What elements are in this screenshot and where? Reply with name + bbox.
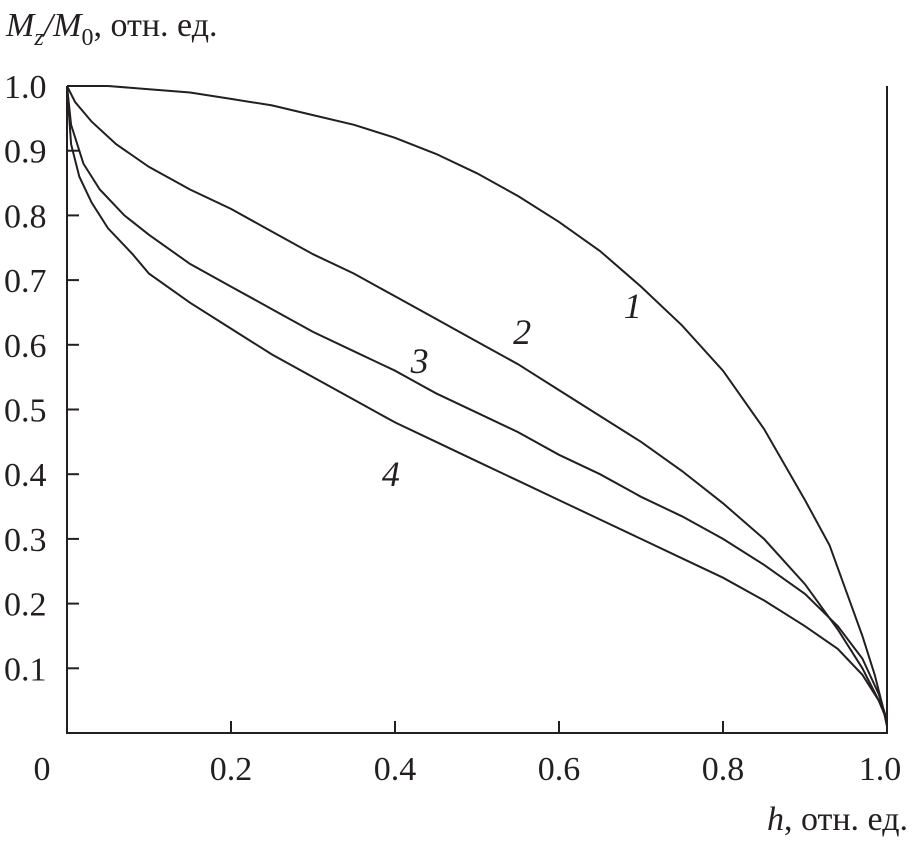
axes-frame (66, 86, 888, 734)
y-tick-label: 0.6 (4, 328, 47, 365)
y-tick-label: 0.2 (4, 587, 47, 624)
x-tick-label: 0.8 (702, 751, 745, 788)
curve-1 (67, 85, 888, 727)
x-ticks: 0 0.2 0.4 0.6 0.8 1.0 (34, 721, 902, 788)
x-tick-label: 0 (34, 751, 51, 788)
y-tick-label: 0.9 (4, 134, 47, 171)
x-axis-title: h, отн. ед. (767, 801, 908, 838)
curve-label-3: 3 (410, 341, 429, 381)
y-tick-label: 0.7 (4, 263, 47, 300)
y-tick-label: 0.5 (4, 393, 47, 430)
y-tick-label: 0.4 (4, 457, 47, 494)
x-tick-label: 1.0 (859, 751, 902, 788)
y-tick-label: 0.8 (4, 198, 47, 235)
y-tick-label: 0.3 (4, 522, 47, 559)
curve-3 (66, 85, 888, 721)
y-tick-label: 0.1 (4, 651, 47, 688)
curve-label-1: 1 (624, 286, 642, 326)
curve-2 (66, 85, 888, 721)
y-axis-title: Mz/M0, отн. ед. (5, 7, 218, 51)
x-tick-label: 0.2 (210, 751, 253, 788)
x-tick-label: 0.4 (374, 751, 417, 788)
curve-4 (66, 85, 888, 721)
y-tick-label: 1.0 (4, 69, 47, 106)
curve-label-4: 4 (382, 454, 400, 494)
curve-label-2: 2 (513, 312, 531, 352)
y-ticks: 0.1 0.2 0.3 0.4 0.5 0.6 0.7 0.8 0.9 1.0 (4, 69, 79, 688)
x-tick-label: 0.6 (538, 751, 581, 788)
series-labels: 1 2 3 4 (382, 286, 642, 494)
curves (66, 85, 888, 727)
